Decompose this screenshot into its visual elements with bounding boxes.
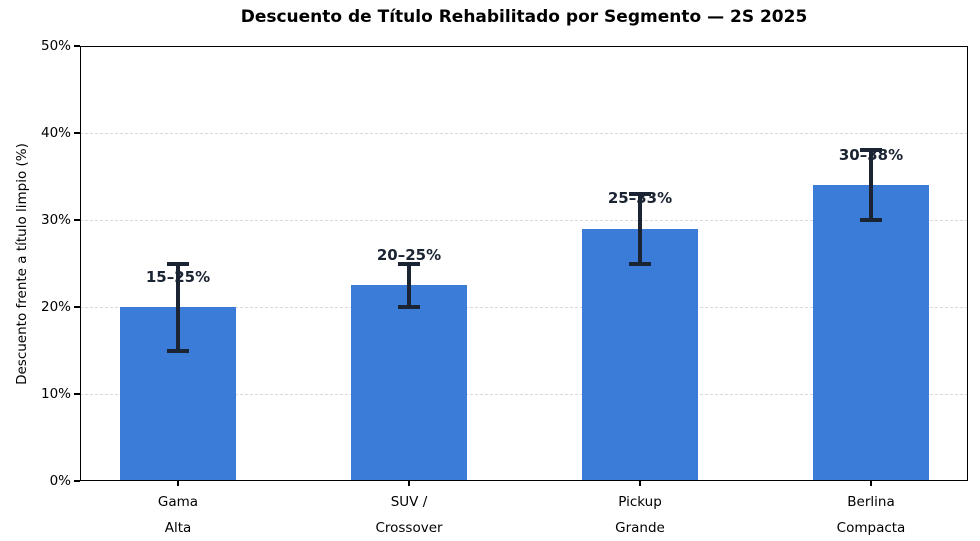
- error-bar: [638, 193, 642, 264]
- y-tick-label: 10%: [40, 386, 71, 402]
- error-bar-cap: [860, 218, 882, 222]
- bar: [582, 228, 698, 481]
- x-category-label: Pickup Grande: [615, 494, 665, 536]
- error-bar-cap: [167, 348, 189, 353]
- x-tick-mark: [639, 481, 641, 486]
- x-tick-mark: [870, 481, 872, 486]
- x-category-label: SUV / Crossover: [375, 494, 443, 536]
- y-tick-mark: [74, 219, 80, 221]
- y-tick-label: 40%: [40, 125, 71, 141]
- gridline: [80, 133, 968, 134]
- error-bar-cap: [398, 261, 420, 266]
- error-bar-cap: [167, 261, 189, 266]
- chart-title: Descuento de Título Rehabilitado por Seg…: [240, 7, 808, 27]
- error-bar: [176, 263, 180, 351]
- gridline: [80, 307, 968, 308]
- y-tick-label: 30%: [40, 212, 71, 228]
- bar: [813, 185, 929, 481]
- y-tick-mark: [74, 393, 80, 395]
- y-axis-label: Descuento frente a título limpio (%): [14, 143, 30, 385]
- y-tick-label: 0%: [49, 473, 71, 489]
- x-category-label: Berlina Compacta: [836, 494, 906, 536]
- bar-range-label: 30–38%: [838, 145, 904, 164]
- y-tick-mark: [74, 480, 80, 482]
- error-bar: [407, 263, 411, 307]
- gridline: [80, 220, 968, 221]
- y-tick-label: 50%: [40, 38, 71, 54]
- bar: [351, 285, 467, 481]
- bar-range-label: 15–25%: [145, 267, 211, 286]
- error-bar-cap: [860, 148, 882, 153]
- error-bar-cap: [629, 191, 651, 196]
- y-tick-mark: [74, 45, 80, 47]
- y-tick-mark: [74, 306, 80, 308]
- y-tick-label: 20%: [40, 299, 71, 315]
- error-bar-cap: [629, 261, 651, 266]
- x-tick-mark: [177, 481, 179, 486]
- error-bar-cap: [398, 305, 420, 309]
- bar-range-label: 20–25%: [376, 245, 442, 264]
- x-category-label: Gama Alta: [157, 494, 199, 536]
- y-tick-mark: [74, 132, 80, 134]
- x-tick-mark: [408, 481, 410, 486]
- plot-area: 15–25% 20–25% 25–33% 30–38%: [80, 46, 968, 481]
- error-bar: [869, 150, 873, 220]
- gridline: [80, 394, 968, 395]
- bar-range-label: 25–33%: [607, 189, 673, 208]
